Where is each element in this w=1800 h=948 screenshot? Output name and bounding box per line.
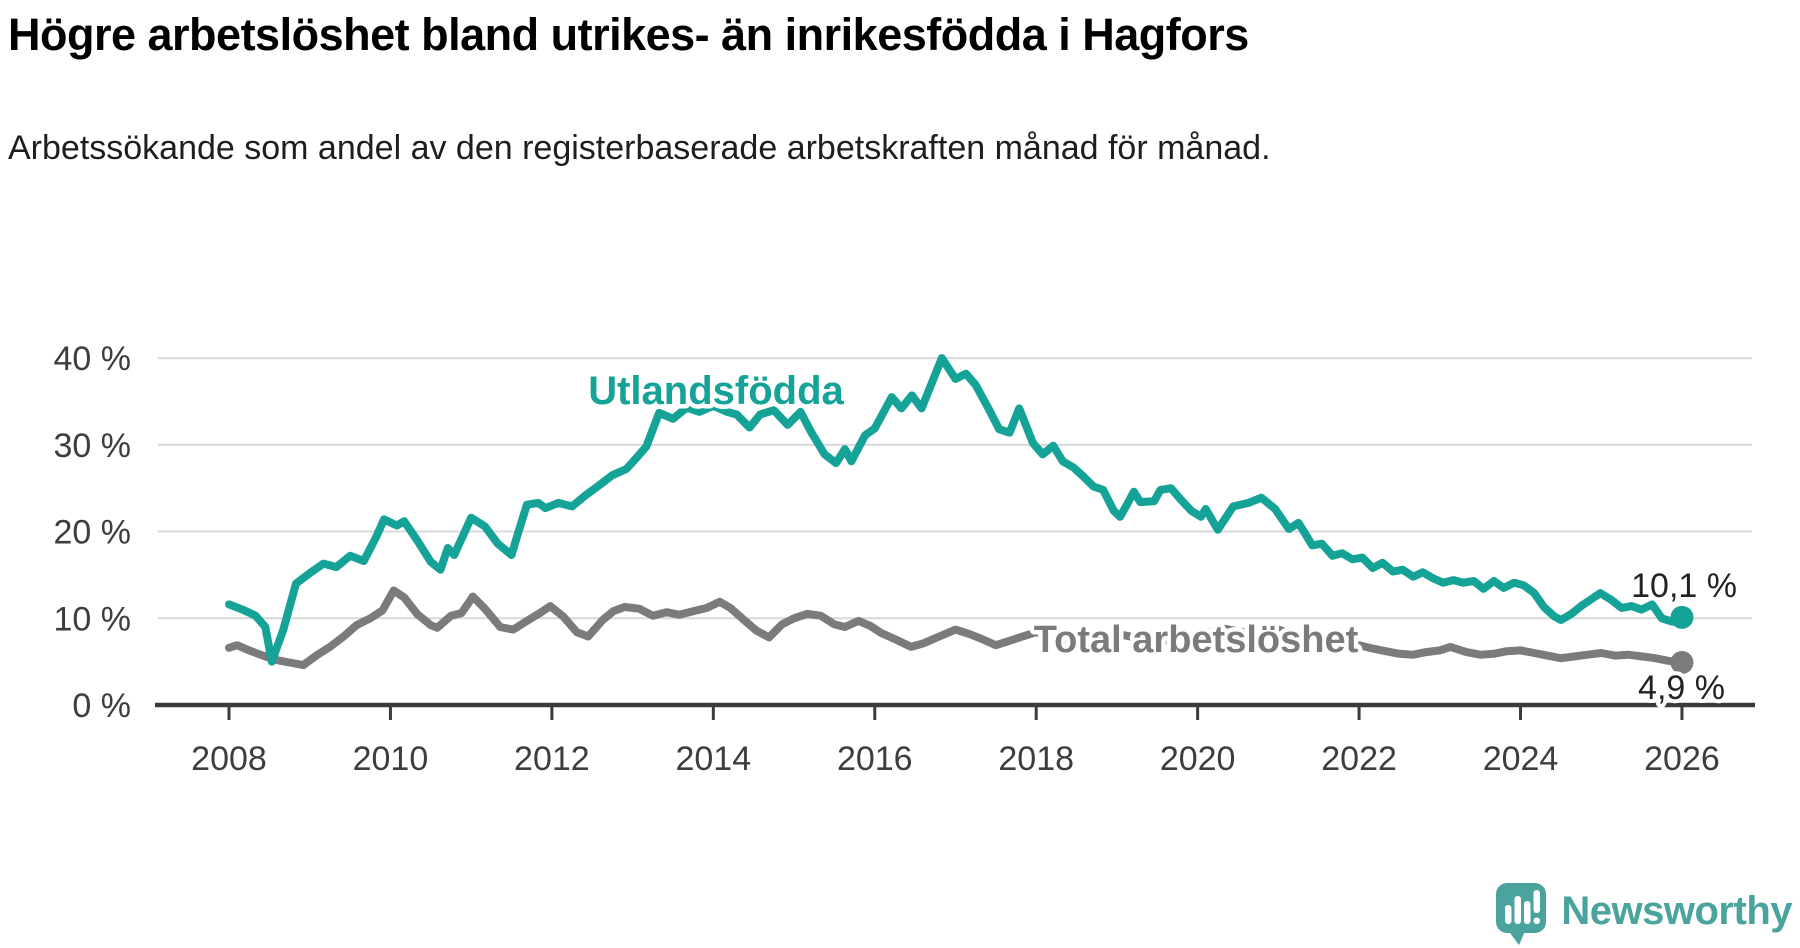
x-tick-label: 2020: [1160, 740, 1236, 778]
x-tick-label: 2012: [514, 740, 590, 778]
x-tick-label: 2024: [1483, 740, 1559, 778]
x-tick-label: 2018: [998, 740, 1074, 778]
y-tick-label: 0 %: [72, 687, 131, 725]
series-end-dot-utlandsfodda: [1670, 605, 1694, 629]
series-label-utlandsfodda: Utlandsfödda: [588, 369, 844, 413]
chart-subtitle: Arbetssökande som andel av den registerb…: [8, 129, 1271, 168]
series-label-total: Total arbetslöshet: [1034, 619, 1359, 661]
y-tick-label: 30 %: [54, 427, 132, 465]
value-label-total: 4,9 %: [1638, 669, 1725, 707]
series-end-dot-total: [1670, 651, 1694, 675]
y-tick-label: 20 %: [54, 514, 132, 552]
chart-title: Högre arbetslöshet bland utrikes- än inr…: [8, 9, 1249, 60]
newsworthy-logo-text: Newsworthy: [1561, 889, 1792, 933]
series-line-utlandsfodda: [225, 354, 1686, 666]
newsworthy-logo-icon: [1496, 883, 1547, 945]
value-label-utlandsfodda: 10,1 %: [1631, 567, 1737, 605]
x-tick-label: 2022: [1321, 740, 1397, 778]
x-tick-label: 2016: [837, 740, 913, 778]
x-tick-label: 2008: [191, 740, 267, 778]
x-tick-label: 2026: [1644, 740, 1720, 778]
y-tick-label: 40 %: [54, 340, 132, 378]
x-tick-label: 2014: [675, 740, 751, 778]
series-line-total: [225, 586, 1686, 670]
y-tick-label: 10 %: [54, 600, 132, 638]
x-tick-label: 2010: [353, 740, 429, 778]
newsworthy-logo: Newsworthy: [1495, 882, 1792, 946]
